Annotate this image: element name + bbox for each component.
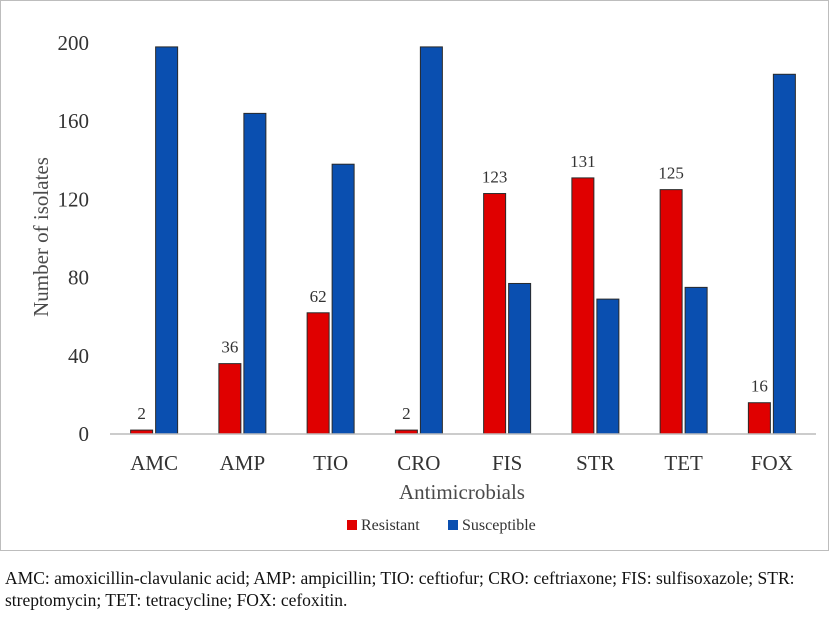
legend: Resistant Susceptible <box>347 517 536 534</box>
x-tick-label: CRO <box>397 451 440 475</box>
bar-susceptible-fis <box>508 282 532 435</box>
figure-caption: AMC: amoxicillin-clavulanic acid; AMP: a… <box>5 568 795 610</box>
bar-susceptible-cro <box>419 46 443 435</box>
legend-label-susceptible: Susceptible <box>462 517 536 534</box>
bar-resistant-fis <box>483 193 507 435</box>
y-tick-label: 0 <box>79 422 90 446</box>
bar-data-labels: 2 36 62 2 123 131 125 16 <box>137 152 768 423</box>
bar-resistant-tio <box>306 312 330 435</box>
legend-swatch-resistant <box>347 520 357 530</box>
chart-frame: 0 40 80 120 160 200 2 36 62 2 123 131 125 16 AMC AMP T… <box>0 0 829 551</box>
data-label-fox: 16 <box>751 377 768 396</box>
bar-susceptible-amc <box>155 46 179 435</box>
x-tick-label: AMC <box>130 451 178 475</box>
bar-resistant-amp <box>218 363 242 435</box>
data-label-cro: 2 <box>402 404 411 423</box>
y-axis-title: Number of isolates <box>29 157 53 317</box>
y-tick-label: 120 <box>58 187 90 211</box>
x-tick-label: FIS <box>492 451 522 475</box>
legend-label-resistant: Resistant <box>361 517 420 534</box>
bar-susceptible-str <box>596 298 620 435</box>
x-tick-label: AMP <box>220 451 266 475</box>
x-tick-label: TET <box>664 451 703 475</box>
y-tick-label: 80 <box>68 266 89 290</box>
bar-susceptible-amp <box>243 112 267 435</box>
bar-susceptible-fox <box>772 73 796 435</box>
y-tick-label: 200 <box>58 31 90 55</box>
bar-resistant-str <box>571 177 595 435</box>
data-label-str: 131 <box>570 152 596 171</box>
data-label-tet: 125 <box>658 164 684 183</box>
bar-resistant-tet <box>659 189 683 435</box>
legend-swatch-susceptible <box>448 520 458 530</box>
data-label-fis: 123 <box>482 168 508 187</box>
data-label-amp: 36 <box>221 338 238 357</box>
x-axis-ticks: AMC AMP TIO CRO FIS STR TET FOX <box>130 451 793 475</box>
x-axis-title: Antimicrobials <box>399 480 525 504</box>
bar-chart: 0 40 80 120 160 200 2 36 62 2 123 131 125 16 AMC AMP T… <box>29 31 816 534</box>
bars <box>130 46 796 435</box>
bar-susceptible-tet <box>684 286 708 435</box>
data-label-amc: 2 <box>137 404 146 423</box>
x-tick-label: TIO <box>313 451 348 475</box>
x-tick-label: FOX <box>751 451 793 475</box>
y-axis-ticks: 0 40 80 120 160 200 <box>58 31 90 446</box>
bar-susceptible-tio <box>331 163 355 435</box>
x-tick-label: STR <box>576 451 615 475</box>
bar-resistant-fox <box>747 402 771 435</box>
data-label-tio: 62 <box>310 287 327 306</box>
y-tick-label: 160 <box>58 109 90 133</box>
y-tick-label: 40 <box>68 344 89 368</box>
